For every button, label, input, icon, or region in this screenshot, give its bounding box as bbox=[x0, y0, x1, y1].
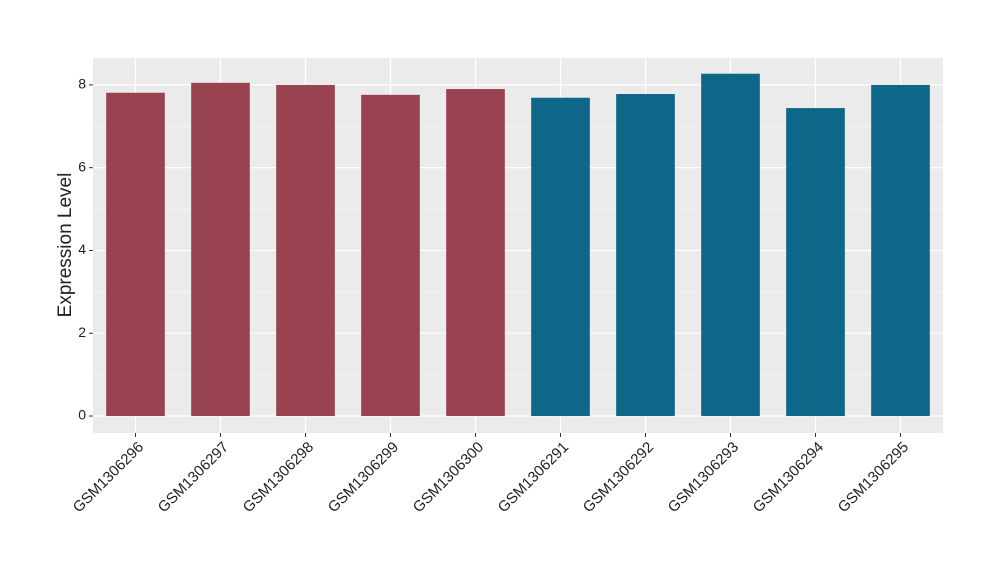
x-tick-label: GSM1306293 bbox=[665, 439, 742, 516]
y-tick-label: 0 bbox=[78, 407, 86, 423]
x-tick-label: GSM1306296 bbox=[70, 439, 147, 516]
bar bbox=[786, 108, 845, 417]
bar bbox=[701, 73, 760, 417]
y-tick-label: 2 bbox=[78, 324, 86, 340]
x-tick-label: GSM1306299 bbox=[325, 439, 402, 516]
y-tick-label: 4 bbox=[78, 241, 86, 257]
x-tick-label: GSM1306292 bbox=[580, 439, 657, 516]
bar bbox=[616, 94, 675, 417]
x-tick-label: GSM1306300 bbox=[410, 439, 487, 516]
bar bbox=[361, 94, 420, 417]
bar bbox=[871, 84, 930, 417]
x-tick-label: GSM1306297 bbox=[155, 439, 232, 516]
bar bbox=[531, 97, 590, 417]
x-tick-label: GSM1306298 bbox=[240, 439, 317, 516]
x-tick-label: GSM1306295 bbox=[835, 439, 912, 516]
y-tick-label: 8 bbox=[78, 76, 86, 92]
x-tick-label: GSM1306294 bbox=[750, 439, 827, 516]
y-axis-label: Expression Level bbox=[55, 173, 76, 318]
bar bbox=[106, 92, 165, 417]
bar bbox=[446, 89, 505, 417]
y-tick-label: 6 bbox=[78, 158, 86, 174]
bar bbox=[276, 84, 335, 417]
x-tick-label: GSM1306291 bbox=[495, 439, 572, 516]
bar bbox=[191, 82, 250, 417]
